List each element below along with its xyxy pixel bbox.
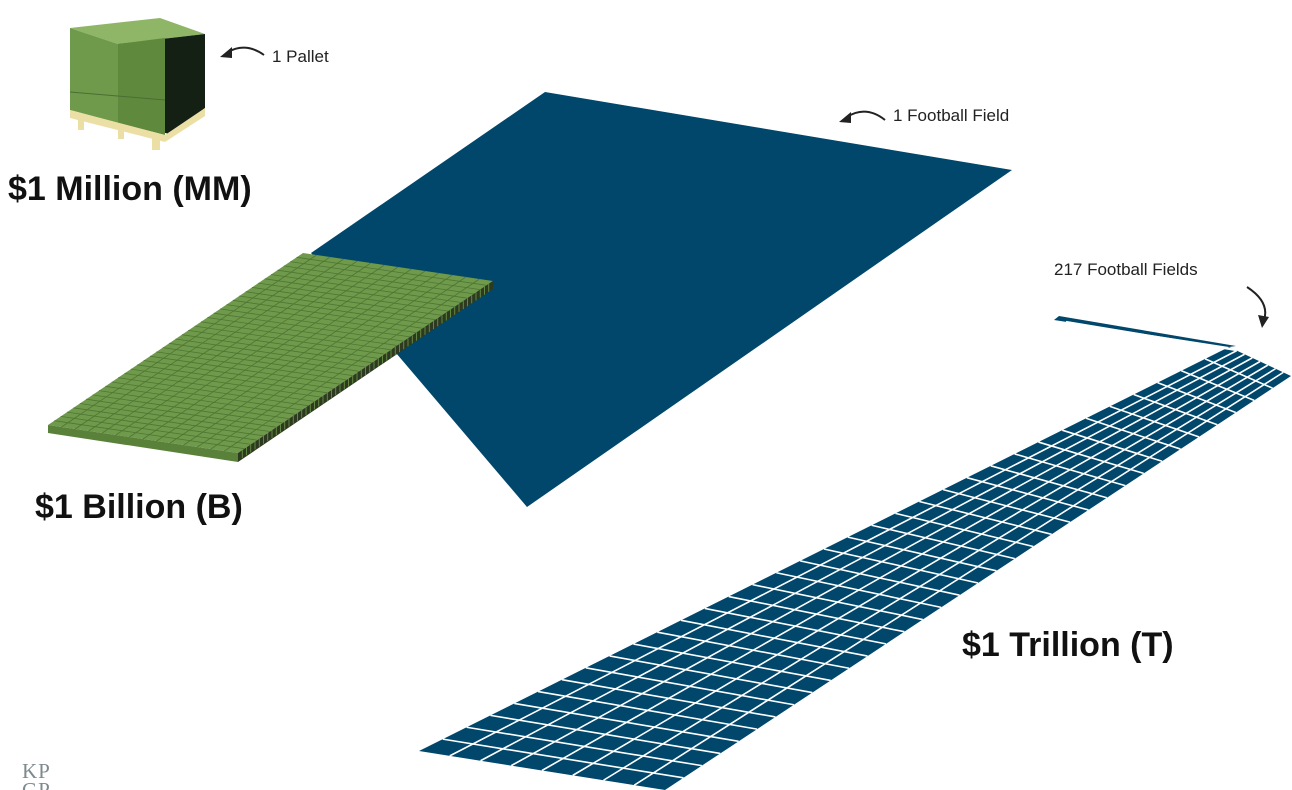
- money-grid-line: [224, 278, 480, 452]
- pallet-leg: [78, 118, 84, 130]
- trillion-col-line: [541, 360, 1261, 772]
- trillion-football-fields: [419, 316, 1291, 790]
- football-field-arrow-icon: [839, 110, 886, 123]
- money-grid-line: [169, 270, 426, 444]
- money-grid-line: [115, 262, 372, 436]
- million-title: $1 Million (MM): [8, 170, 252, 208]
- football-field-plane: [311, 92, 1012, 507]
- pallet-leg: [118, 127, 124, 139]
- trillion-top-row: [1054, 316, 1236, 347]
- money-side-ticks: [241, 283, 490, 459]
- football-fields-arrow-icon: [1246, 286, 1269, 328]
- billion-title: $1 Billion (B): [35, 488, 243, 526]
- cube-top: [70, 18, 205, 44]
- pallet-cube: [69, 18, 205, 150]
- trillion-title: $1 Trillion (T): [962, 626, 1174, 664]
- trillion-col-line: [603, 368, 1276, 781]
- money-grid-line: [129, 264, 385, 438]
- pallet-base: [70, 108, 205, 142]
- money-grid-lines: [54, 254, 487, 452]
- money-grid-line: [197, 274, 453, 448]
- football-field-label: 1 Football Field: [893, 106, 1010, 125]
- money-grid-line: [183, 272, 439, 446]
- cube-front: [70, 28, 118, 123]
- money-grid-line: [61, 254, 317, 428]
- trillion-gap-line: [1065, 320, 1237, 352]
- trillion-col-line: [633, 371, 1284, 786]
- trillion-sheet: [419, 347, 1291, 790]
- trillion-col-line: [510, 357, 1253, 767]
- pallet-arrow-icon: [220, 46, 265, 58]
- trillion-col-line: [480, 353, 1245, 762]
- money-grid-line: [88, 258, 344, 432]
- pallet-leg: [152, 136, 160, 150]
- cube-face: [118, 38, 165, 135]
- trillion-col-line: [572, 364, 1269, 777]
- trillion-col-line: [449, 349, 1238, 757]
- kpgp-logo: KP GP: [22, 762, 78, 790]
- money-grid-line: [156, 268, 412, 442]
- money-grid-line: [142, 266, 399, 440]
- money-grid-line: [210, 276, 467, 450]
- money-grid-line: [74, 256, 331, 430]
- logo-line-2: GP: [22, 778, 51, 790]
- money-front: [48, 425, 238, 462]
- football-fields-label: 217 Football Fields: [1054, 260, 1198, 279]
- money-grid-line: [102, 260, 358, 434]
- pallet-label: 1 Pallet: [272, 47, 329, 66]
- cube-strap: [69, 91, 166, 101]
- billion-money-stack: [48, 253, 493, 462]
- logo-line-1: KP: [22, 762, 51, 783]
